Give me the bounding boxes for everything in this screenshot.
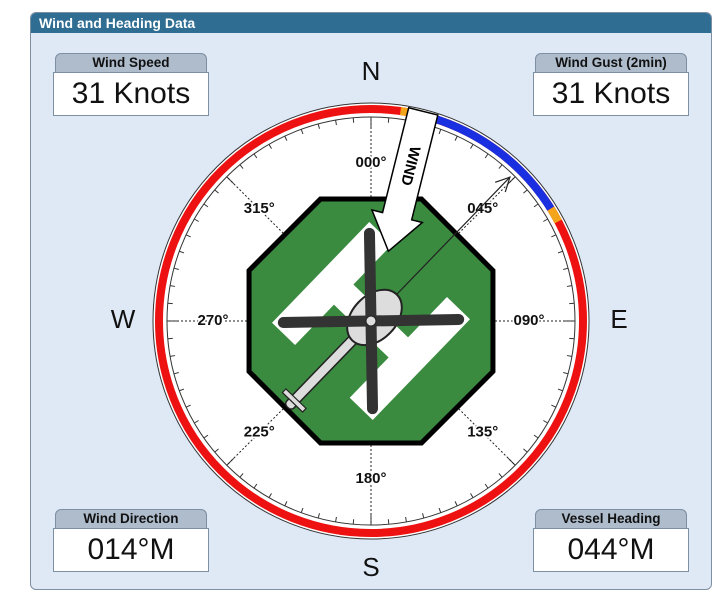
readout-value: 014°M <box>53 528 209 572</box>
readout-value: 31 Knots <box>533 72 689 116</box>
page: Wind and Heading Data 000°045°090°135°18… <box>0 0 716 593</box>
readout-value: 044°M <box>533 528 689 572</box>
readout-value: 31 Knots <box>53 72 209 116</box>
readout-label: Vessel Heading <box>535 509 687 528</box>
cardinal: N <box>362 56 381 86</box>
degree-label: 090° <box>513 312 544 329</box>
degree-label: 135° <box>467 424 498 441</box>
cardinal: W <box>111 304 136 334</box>
degree-label: 225° <box>244 424 275 441</box>
wind-panel: Wind and Heading Data 000°045°090°135°18… <box>30 12 712 590</box>
readout-label: Wind Gust (2min) <box>535 53 687 72</box>
readout-label: Wind Speed <box>55 53 207 72</box>
degree-label: 270° <box>197 312 228 329</box>
degree-label: 315° <box>244 200 275 217</box>
cardinal: S <box>362 552 379 582</box>
degree-label: 000° <box>355 154 386 171</box>
readout-label: Wind Direction <box>55 509 207 528</box>
degree-label: 180° <box>355 470 386 487</box>
cardinal: E <box>610 304 627 334</box>
degree-label: 045° <box>467 200 498 217</box>
readout: Wind Gust (2min)31 Knots <box>533 53 689 116</box>
